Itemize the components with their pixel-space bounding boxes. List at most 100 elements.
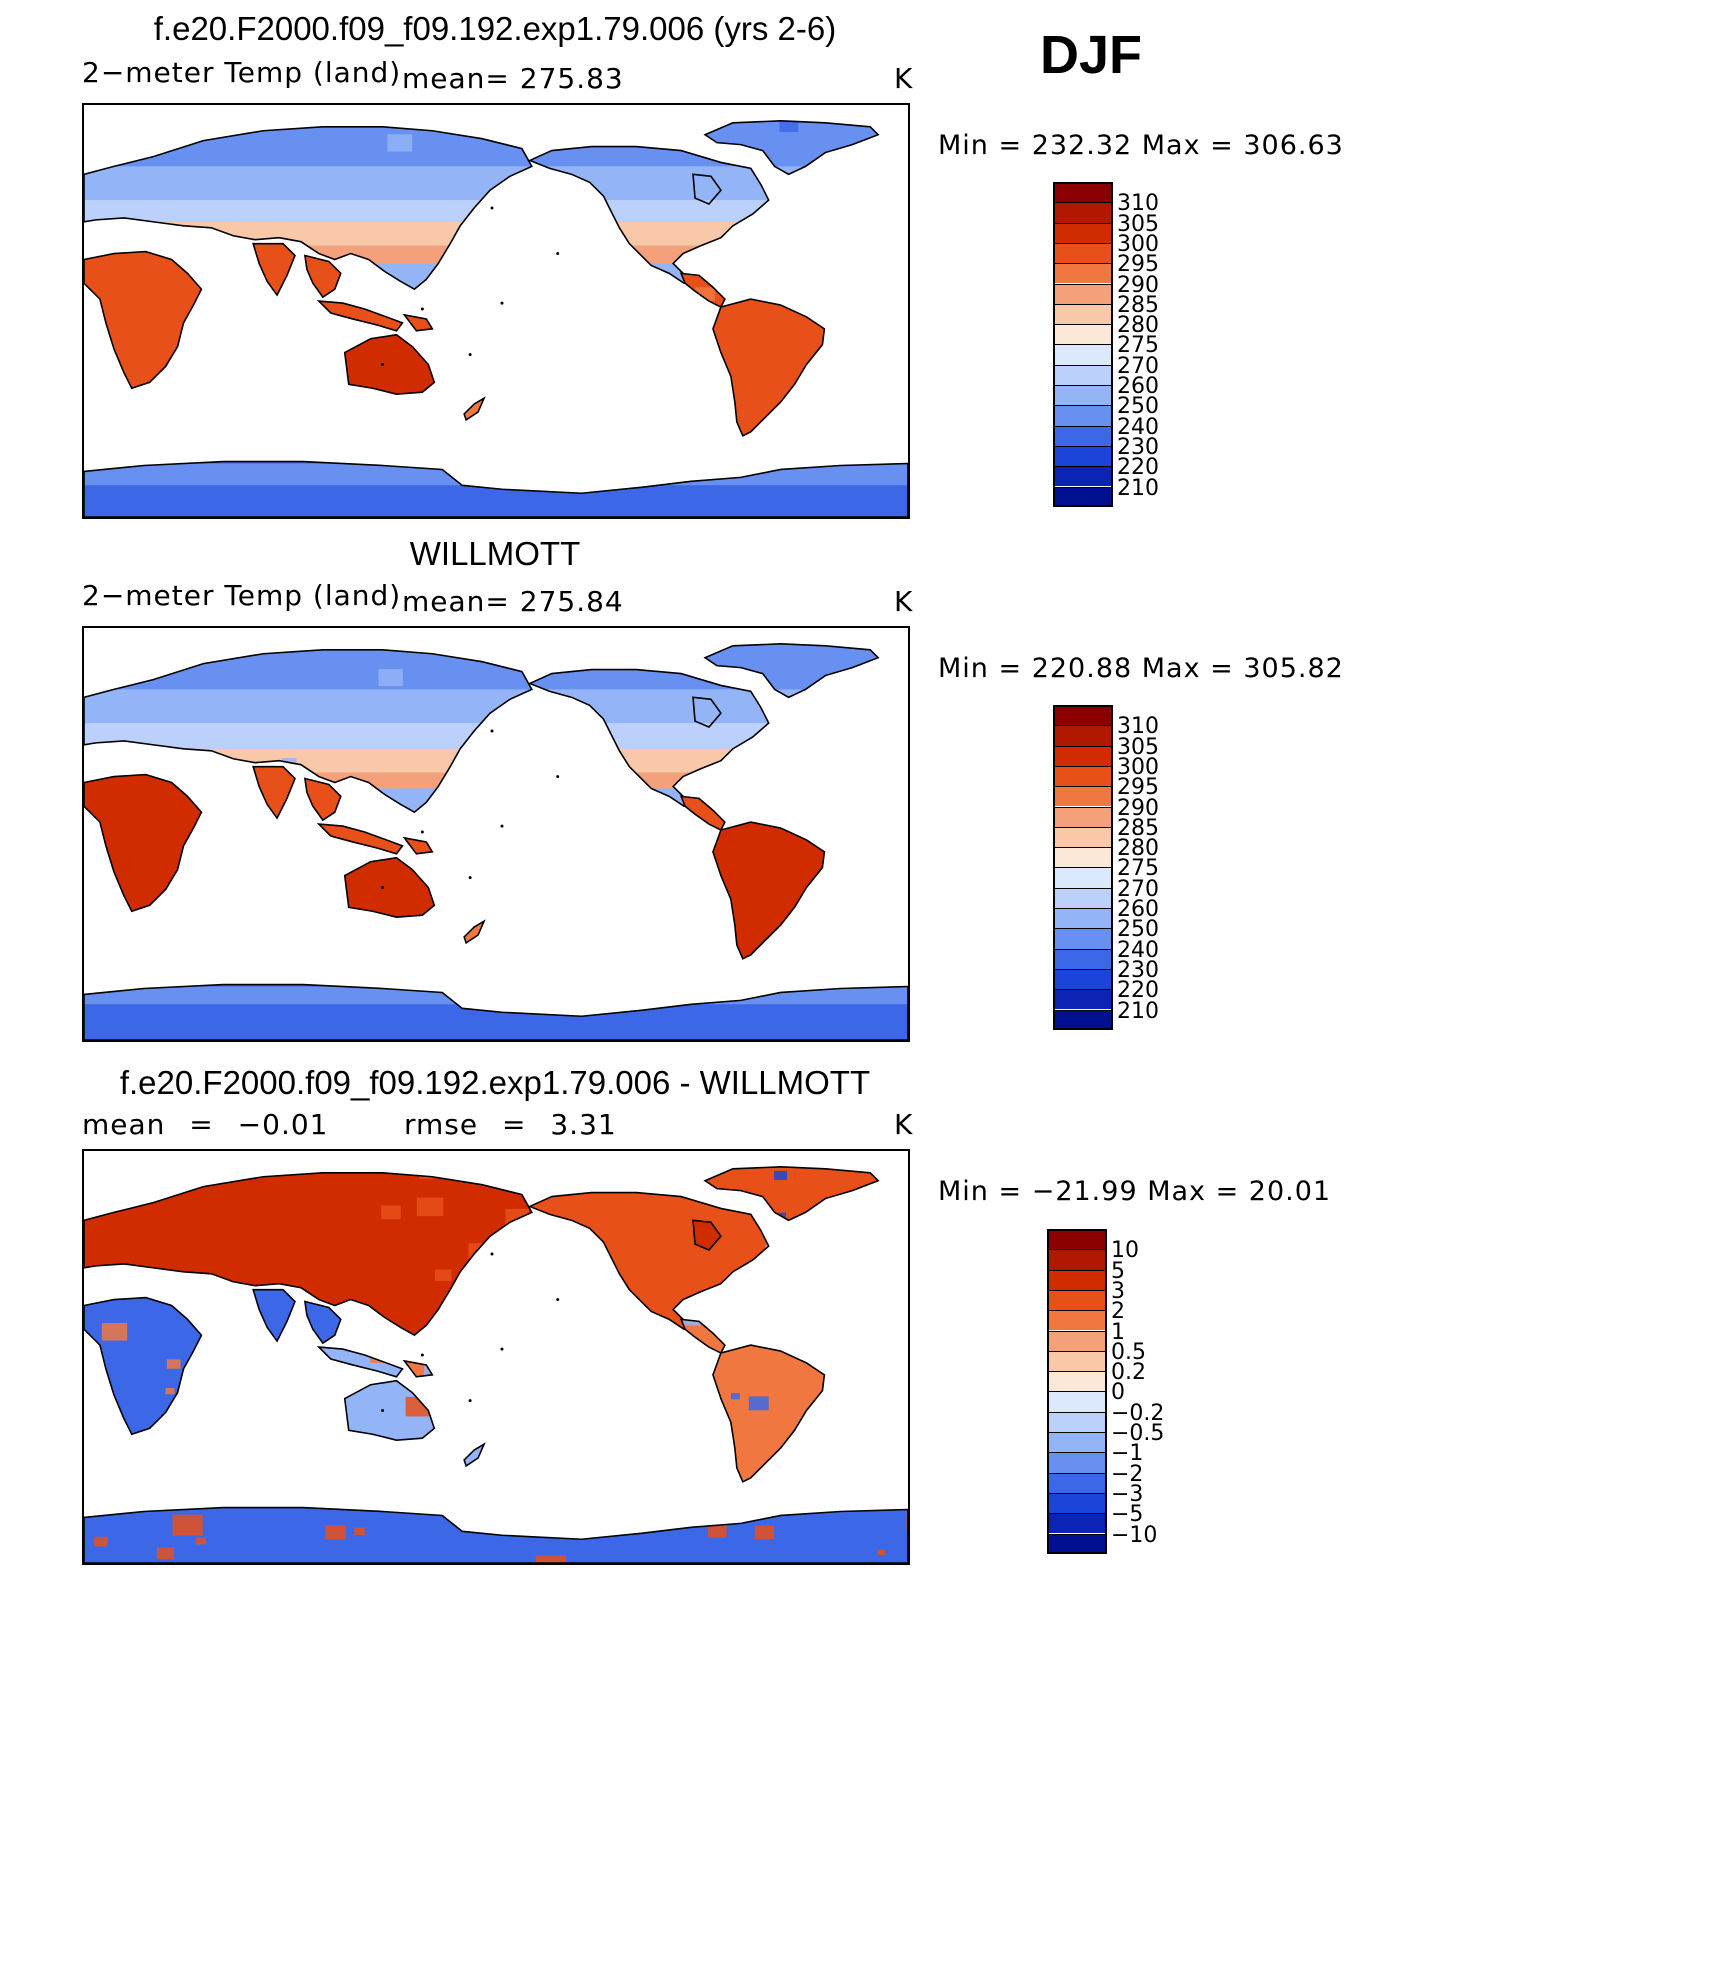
field-cell xyxy=(897,889,908,899)
field-cell xyxy=(252,278,265,287)
field-cell xyxy=(629,259,645,270)
field-cell xyxy=(440,306,460,320)
coastline xyxy=(343,333,436,395)
field-cell xyxy=(148,1282,157,1288)
field-cell xyxy=(898,1378,908,1395)
field-cell xyxy=(776,795,782,799)
field-cell xyxy=(485,1310,494,1316)
colorbar-swatch xyxy=(1053,847,1113,868)
field-cell xyxy=(884,1336,908,1355)
field-cell xyxy=(651,1487,666,1498)
field-cell xyxy=(415,1383,441,1401)
map-svg xyxy=(84,1151,908,1563)
field-cell xyxy=(416,292,432,303)
field-cell xyxy=(431,821,440,827)
field-cell xyxy=(325,1525,346,1540)
panel1-map xyxy=(82,103,910,519)
island-dot xyxy=(556,1298,560,1302)
field-cell xyxy=(342,945,359,957)
field-cell xyxy=(626,655,633,660)
coastline xyxy=(703,120,880,176)
field-cell xyxy=(836,868,853,880)
field-cell xyxy=(188,407,209,422)
field-cell xyxy=(844,1388,865,1403)
temperature-band xyxy=(693,200,721,205)
field-cell xyxy=(505,1507,524,1517)
coastline xyxy=(84,250,203,390)
coastline xyxy=(463,919,486,945)
island-dot xyxy=(420,307,424,311)
field-cell xyxy=(140,393,165,411)
field-cell xyxy=(423,1453,439,1464)
field-cell xyxy=(276,968,286,975)
field-cell xyxy=(539,231,559,246)
field-cell xyxy=(241,902,257,913)
field-cell xyxy=(747,271,766,284)
field-cell xyxy=(528,901,537,907)
field-cell xyxy=(907,1248,908,1252)
field-cell xyxy=(120,130,128,136)
field-cell xyxy=(831,814,848,826)
field-cell xyxy=(624,1365,633,1372)
field-cell xyxy=(300,1472,318,1484)
field-cell xyxy=(172,915,179,920)
field-cell xyxy=(589,1304,596,1309)
field-cell xyxy=(885,1186,908,1204)
field-cell xyxy=(208,1307,223,1317)
field-cell xyxy=(378,423,398,437)
landmass-fill xyxy=(681,1319,725,1354)
field-cell xyxy=(593,735,607,745)
panel3-minmax: Min = −21.99 Max = 20.01 xyxy=(938,1176,1332,1207)
field-cell xyxy=(264,1444,277,1453)
field-cell xyxy=(295,1360,317,1376)
colorbar-tick-label: −0.5 xyxy=(1111,1421,1165,1446)
field-cell xyxy=(264,1362,293,1382)
field-cell xyxy=(207,1462,222,1472)
field-cell xyxy=(609,1374,638,1394)
panel3-title: f.e20.F2000.f09_f09.192.exp1.79.006 - WI… xyxy=(119,1064,871,1101)
field-cell xyxy=(841,1387,855,1397)
field-cell xyxy=(625,278,641,289)
field-cell xyxy=(532,192,543,200)
field-cell xyxy=(768,1466,780,1475)
field-cell xyxy=(647,1479,667,1493)
field-cell xyxy=(244,813,262,825)
field-cell xyxy=(165,930,178,939)
field-cell xyxy=(481,1360,493,1368)
field-cell xyxy=(539,241,565,259)
field-cell xyxy=(508,898,515,903)
field-cell xyxy=(430,829,452,844)
field-cell xyxy=(276,643,286,650)
field-cell xyxy=(596,758,605,765)
field-cell xyxy=(734,1151,744,1158)
field-cell xyxy=(699,641,708,648)
field-cell xyxy=(207,1398,238,1420)
landmass-indonesia xyxy=(276,643,605,854)
field-cell xyxy=(703,1493,726,1509)
field-cell xyxy=(829,1268,856,1287)
field-cell xyxy=(570,1384,581,1392)
field-cell xyxy=(812,359,825,373)
temperature-band xyxy=(84,749,908,773)
coastline xyxy=(703,1166,880,1222)
field-cell xyxy=(744,956,766,971)
field-cell xyxy=(159,1489,185,1507)
field-cell xyxy=(743,1266,755,1274)
field-cell xyxy=(217,1329,225,1335)
colorbar-swatch xyxy=(1053,1009,1113,1030)
field-cell xyxy=(740,1196,752,1204)
island-dot xyxy=(468,876,472,880)
colorbar-tick-label: 310 xyxy=(1117,191,1159,217)
field-cell xyxy=(898,1273,908,1291)
field-cell xyxy=(652,365,676,382)
field-cell xyxy=(790,921,798,926)
field-cell xyxy=(113,390,127,400)
field-cell xyxy=(468,266,479,274)
colorbar-tick-label: 10 xyxy=(1111,1238,1139,1264)
field-cell xyxy=(628,1412,642,1422)
field-cell xyxy=(681,1361,689,1366)
field-cell xyxy=(202,1380,220,1393)
field-cell xyxy=(655,913,679,930)
field-cell xyxy=(682,1428,712,1449)
field-cell xyxy=(232,1395,260,1414)
